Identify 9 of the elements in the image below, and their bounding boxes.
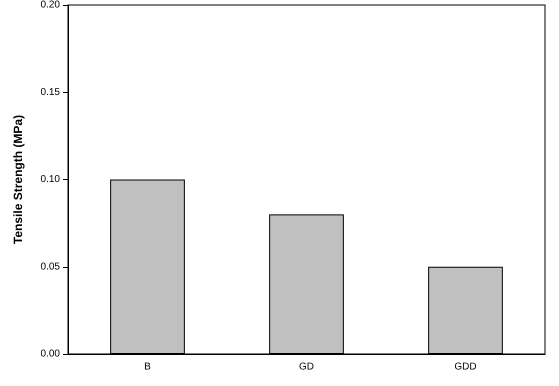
y-axis-title: Tensile Strength (MPa): [11, 114, 25, 244]
y-tick-label: 0.20: [40, 0, 60, 10]
y-tick-label: 0.05: [40, 261, 60, 272]
x-tick-label: GD: [299, 362, 314, 372]
y-tick-label: 0.10: [40, 174, 60, 185]
x-tick-label: GDD: [454, 362, 477, 372]
y-tick-label: 0.00: [40, 348, 60, 360]
x-tick-label: B: [144, 362, 152, 372]
y-tick-label: 0.15: [40, 86, 60, 98]
